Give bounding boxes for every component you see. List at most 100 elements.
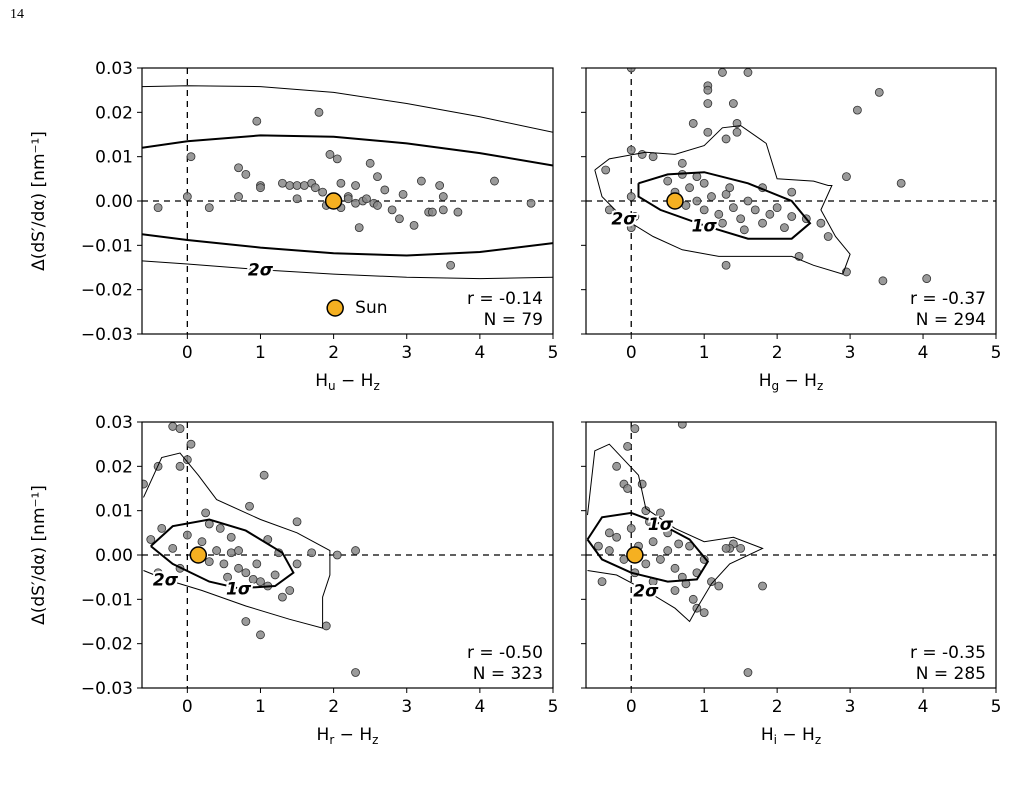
data-point	[674, 539, 684, 549]
data-point	[234, 163, 243, 173]
data-point	[601, 165, 611, 175]
data-point	[241, 568, 251, 578]
data-point	[896, 178, 906, 188]
y-tick-label: −0.02	[81, 635, 133, 655]
x-axis-label-part: − H	[334, 725, 372, 745]
x-tick-label: 5	[991, 697, 1002, 717]
data-point	[626, 192, 636, 201]
x-axis-label-part: H	[761, 725, 774, 745]
x-tick-label: 1	[255, 343, 266, 363]
data-point	[714, 581, 724, 591]
data-point	[743, 668, 753, 677]
data-point	[351, 198, 360, 208]
contour	[587, 443, 764, 623]
data-point	[750, 205, 760, 215]
data-point	[736, 214, 746, 224]
x-tick-label: 4	[474, 697, 485, 717]
data-point	[736, 543, 746, 553]
data-point	[351, 546, 360, 555]
data-point	[641, 559, 651, 569]
data-point	[685, 183, 694, 193]
data-point	[365, 158, 375, 168]
x-axis-label-part: − H	[336, 371, 374, 391]
data-point	[234, 563, 243, 573]
x-tick-label: 0	[626, 697, 637, 717]
data-point	[398, 189, 408, 199]
data-point	[692, 172, 702, 182]
data-point	[626, 524, 636, 533]
annotation: N = 285	[916, 664, 986, 684]
data-point	[699, 608, 709, 618]
x-tick-label: 5	[991, 343, 1002, 363]
x-tick-label: 5	[548, 697, 559, 717]
x-axis-label-part: z	[815, 733, 821, 747]
y-tick-label: 0.00	[95, 546, 133, 566]
x-tick-label: 2	[772, 697, 783, 717]
data-point	[692, 196, 702, 206]
data-point	[699, 205, 709, 215]
x-axis-label-part: z	[373, 379, 379, 393]
data-point	[623, 441, 632, 451]
x-tick-label: 4	[918, 343, 929, 363]
data-point	[677, 422, 687, 429]
data-point	[758, 581, 767, 591]
data-point	[310, 183, 320, 193]
data-point	[656, 555, 665, 564]
sun-point	[189, 546, 208, 564]
x-axis-label-part: H	[315, 371, 328, 391]
contour	[594, 125, 851, 275]
data-point	[648, 537, 658, 547]
data-point	[874, 87, 884, 97]
data-point	[285, 181, 295, 190]
data-point	[816, 218, 826, 228]
data-point	[212, 546, 221, 555]
data-point	[626, 68, 636, 73]
data-point	[490, 176, 499, 186]
contour	[142, 85, 553, 133]
data-point	[256, 183, 265, 193]
x-tick-label: 3	[401, 697, 412, 717]
data-point	[351, 668, 360, 677]
data-point	[699, 555, 709, 564]
contour	[142, 233, 553, 257]
data-point	[721, 543, 731, 553]
data-point	[362, 194, 371, 204]
x-axis-label-part: H	[759, 371, 772, 391]
contour-label: 1σ	[648, 515, 674, 535]
data-point	[626, 145, 636, 155]
data-point	[186, 152, 196, 162]
data-point	[526, 198, 536, 208]
data-point	[175, 461, 185, 471]
data-point	[670, 586, 680, 595]
x-tick-label: 3	[845, 697, 856, 717]
data-point	[721, 189, 731, 199]
data-point	[351, 181, 360, 190]
y-tick-label: 0.02	[95, 457, 133, 477]
data-point	[409, 220, 419, 230]
data-point	[325, 150, 335, 159]
data-point	[765, 209, 775, 219]
data-point	[677, 158, 687, 168]
contour-label: 2σ	[248, 261, 274, 281]
data-point	[197, 537, 207, 547]
annotation: r = -0.14	[467, 289, 543, 309]
x-axis-label: Hu − Hz	[315, 371, 380, 393]
data-point	[630, 212, 640, 221]
data-point	[292, 194, 302, 204]
data-point	[285, 586, 295, 595]
data-point	[332, 550, 342, 560]
data-point	[186, 439, 196, 449]
data-point	[703, 99, 713, 108]
y-tick-label: −0.03	[81, 679, 133, 699]
data-point	[182, 530, 192, 540]
x-tick-label: 2	[328, 697, 339, 717]
x-tick-label: 1	[699, 697, 710, 717]
data-point	[623, 484, 632, 493]
data-point	[648, 152, 658, 162]
plot-area	[142, 422, 553, 688]
data-point	[703, 127, 713, 137]
data-point	[714, 209, 724, 219]
x-axis-label: Hg − Hz	[759, 371, 824, 393]
annotation: r = -0.35	[910, 643, 986, 663]
